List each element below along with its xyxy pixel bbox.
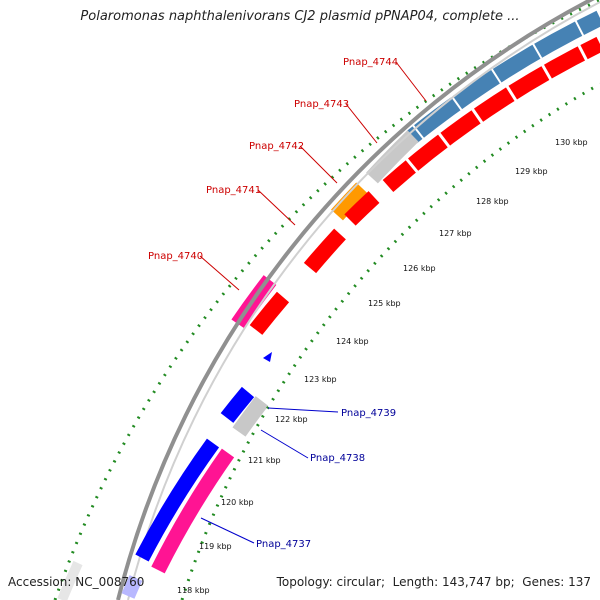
forward-gene-group — [382, 36, 600, 192]
backbone-ring — [116, 0, 595, 600]
gene-label-pnap-4744: Pnap_4744 — [343, 57, 398, 68]
scale-tick-123: 123 kbp — [304, 375, 337, 384]
accession-info: Accession: NC_008760 — [8, 575, 144, 589]
gene-label-pnap-4739: Pnap_4739 — [341, 408, 396, 419]
scale-tick-119: 119 kbp — [199, 542, 232, 551]
gene-pnap-4742-block — [331, 182, 368, 221]
genes-label: Genes: — [522, 575, 565, 589]
genes-value: 137 — [568, 575, 591, 589]
scale-tick-125: 125 kbp — [368, 299, 401, 308]
reverse-gene-faint — [121, 575, 143, 599]
scale-tick-121: 121 kbp — [248, 456, 281, 465]
gene-leaders-bottom — [200, 407, 339, 544]
gene-pnap-4744-block — [406, 10, 600, 144]
forward-gene-4741 — [344, 191, 380, 226]
scale-tick-128: 128 kbp — [476, 197, 509, 206]
length-label: Length: — [392, 575, 439, 589]
gene-label-pnap-4742: Pnap_4742 — [249, 141, 304, 152]
map-title: Polaromonas naphthalenivorans CJ2 plasmi… — [80, 9, 520, 24]
gene-pnap-4739-block — [220, 386, 255, 423]
scale-tick-129: 129 kbp — [515, 167, 548, 176]
length-value: 143,747 bp — [441, 575, 511, 589]
topology-label: Topology: — [276, 575, 333, 589]
accession-value: NC_008760 — [75, 575, 145, 589]
gene-label-pnap-4740: Pnap_4740 — [148, 251, 203, 262]
gene-label-pnap-4743: Pnap_4743 — [294, 99, 349, 110]
gene-label-pnap-4741: Pnap_4741 — [206, 185, 261, 196]
scale-tick-124: 124 kbp — [336, 337, 369, 346]
gene-pnap-4738-block — [232, 396, 269, 437]
scale-tick-126: 126 kbp — [403, 264, 436, 273]
reverse-gene-small — [263, 352, 272, 362]
scale-tick-122: 122 kbp — [275, 415, 308, 424]
scale-tick-120: 120 kbp — [221, 498, 254, 507]
backbone-shadow — [127, 1, 600, 600]
forward-gene-4739 — [249, 291, 290, 335]
scale-tick-130: 130 kbp — [555, 138, 588, 147]
inner-dotted-ring — [180, 82, 600, 600]
topology-value: circular — [336, 575, 381, 589]
scale-tick-118: 118 kbp — [177, 586, 210, 595]
accession-label: Accession: — [8, 575, 72, 589]
scale-tick-127: 127 kbp — [439, 229, 472, 238]
gene-label-pnap-4737: Pnap_4737 — [256, 539, 311, 550]
gene-pnap-4737-pink — [151, 448, 235, 574]
gene-pnap-4743-block — [366, 130, 419, 184]
gene-leaders-top — [199, 61, 427, 291]
gene-label-pnap-4738: Pnap_4738 — [310, 453, 365, 464]
gene-pnap-4737-blue — [135, 438, 220, 562]
genome-stats: Topology: circular; Length: 143,747 bp; … — [276, 575, 591, 589]
forward-gene-4740 — [303, 228, 346, 274]
gene-track-forward — [249, 36, 600, 335]
gene-track-reverse — [121, 352, 272, 599]
